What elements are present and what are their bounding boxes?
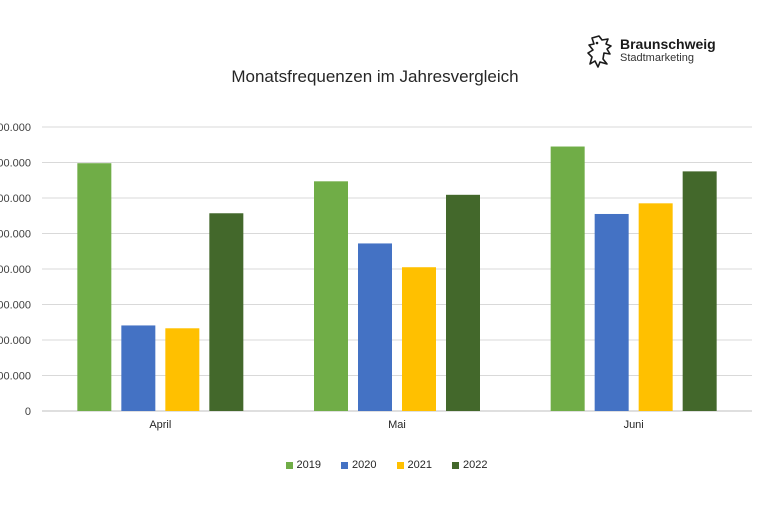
legend-swatch-2019 — [285, 461, 293, 469]
legend-swatch-2022 — [451, 461, 459, 469]
x-category-label: April — [149, 419, 171, 431]
logo-name: Braunschweig — [620, 36, 716, 52]
logo-subtitle: Stadtmarketing — [620, 52, 694, 64]
legend-label-2019: 2019 — [296, 459, 322, 471]
legend-item-2020: 2020 — [335, 459, 377, 471]
legend-label-2020: 2020 — [352, 459, 377, 471]
y-tick-label: 700.000 — [0, 158, 31, 170]
legend-item-2019: 2019 — [280, 459, 321, 471]
bar-2022-mai — [446, 194, 480, 411]
bar-2021-mai — [402, 267, 436, 411]
bar-2019-juni — [550, 146, 585, 411]
braunschweig-logo: Braunschweig Stadtmarketing — [586, 34, 736, 70]
lion-emblem-icon — [587, 35, 612, 68]
y-tick-label: 300.000 — [0, 300, 31, 312]
legend-swatch-2021 — [396, 461, 404, 469]
bar-2021-juni — [638, 203, 673, 411]
y-tick-label: 0 — [25, 406, 31, 418]
bar-2022-juni — [682, 171, 717, 411]
bar-2019-april — [77, 163, 112, 411]
y-tick-label: 400.000 — [0, 264, 31, 276]
bar-2020-juni — [594, 213, 629, 411]
bar-2020-mai — [358, 243, 392, 411]
y-tick-label: 600.000 — [0, 193, 31, 205]
bar-2022-april — [209, 213, 244, 411]
legend-item-2021: 2021 — [391, 459, 432, 471]
chart-legend: 2019 2020 2021 2022 — [0, 459, 767, 471]
y-tick-label: 100.000 — [0, 371, 31, 383]
bar-2020-april — [121, 325, 156, 411]
legend-label-2021: 2021 — [407, 459, 432, 471]
bar-2021-april — [165, 328, 200, 411]
y-tick-label: 800.000 — [0, 122, 31, 134]
x-category-label: Juni — [624, 419, 644, 431]
x-category-label: Mai — [388, 419, 406, 431]
y-tick-label: 200.000 — [0, 335, 31, 347]
legend-item-2022: 2022 — [446, 459, 487, 471]
y-tick-label: 500.000 — [0, 229, 31, 241]
bar-2019-mai — [314, 181, 348, 411]
legend-label-2022: 2022 — [462, 459, 488, 471]
chart-title: Monatsfrequenzen im Jahresvergleich — [231, 67, 519, 86]
legend-swatch-2020 — [341, 461, 349, 469]
